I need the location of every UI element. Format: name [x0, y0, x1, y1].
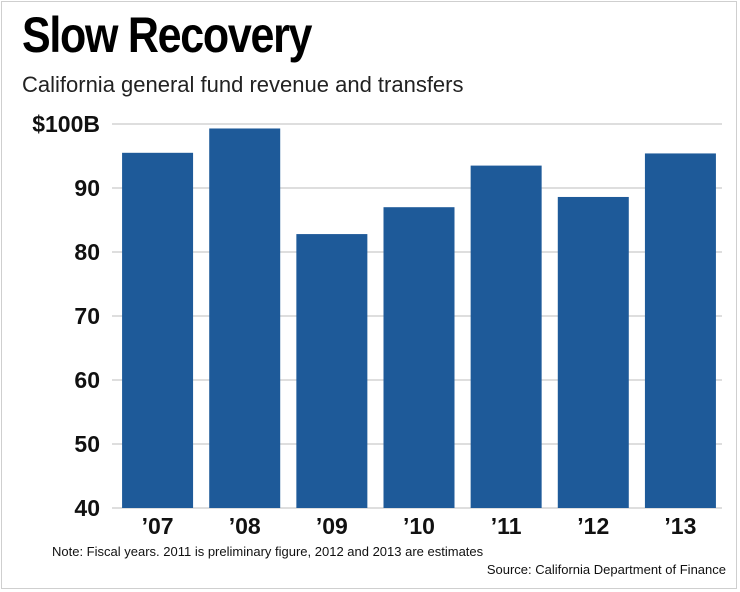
bar — [470, 165, 542, 508]
y-tick-label: $100B — [32, 111, 100, 137]
y-tick-label: 70 — [74, 303, 100, 329]
chart-subtitle: California general fund revenue and tran… — [22, 72, 464, 97]
y-tick-label: 60 — [74, 367, 100, 393]
x-tick-label: ’08 — [229, 513, 261, 539]
bar — [122, 152, 194, 509]
x-tick-label: ’09 — [316, 513, 348, 539]
bar — [644, 153, 716, 508]
y-tick-label: 80 — [74, 239, 100, 265]
bars — [122, 128, 716, 509]
chart-source: Source: California Department of Finance — [486, 562, 726, 577]
x-axis-ticks: ’07 ’08 ’09 ’10 ’11 ’12 ’13 — [142, 513, 697, 539]
chart-title: Slow Recovery — [22, 7, 312, 63]
bar — [296, 234, 368, 508]
x-tick-label: ’13 — [664, 513, 696, 539]
x-tick-label: ’11 — [491, 513, 522, 539]
x-tick-label: ’07 — [142, 513, 174, 539]
y-tick-label: 90 — [74, 175, 100, 201]
chart-note: Note: Fiscal years. 2011 is preliminary … — [52, 544, 484, 559]
x-tick-label: ’10 — [403, 513, 435, 539]
x-tick-label: ’12 — [577, 513, 609, 539]
y-axis-ticks: 40 50 60 70 80 90 $100B — [32, 111, 100, 521]
bar — [209, 128, 281, 509]
bar — [557, 196, 629, 508]
y-tick-label: 50 — [74, 431, 100, 457]
bar — [383, 207, 455, 508]
y-tick-label: 40 — [74, 495, 100, 521]
